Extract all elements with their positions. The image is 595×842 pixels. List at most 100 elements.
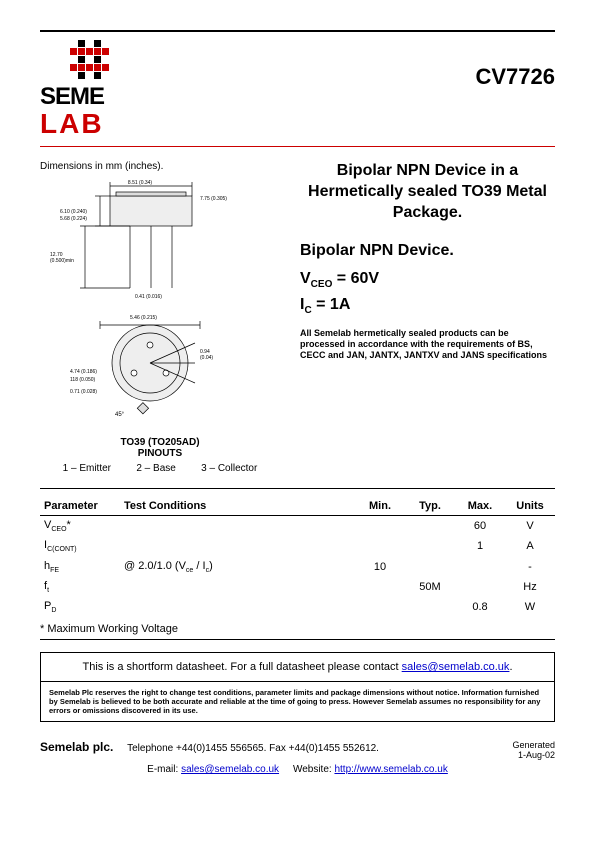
cell-param: PD [40,597,120,617]
dimensions-label: Dimensions in mm (inches). [40,161,280,172]
pinout-list: 1 – Emitter 2 – Base 3 – Collector [40,463,280,474]
ic-sub: C [304,305,311,316]
right-column: Bipolar NPN Device in a Hermetically sea… [300,161,555,474]
company-name: Semelab plc. [40,740,113,754]
shortform-notice: This is a shortform datasheet. For a ful… [40,652,555,681]
svg-text:5.46 (0.215): 5.46 (0.215) [130,315,157,321]
cell-cond [120,597,355,617]
footer-contact: E-mail: sales@semelab.co.uk Website: htt… [40,764,555,775]
table-row: ft 50M Hz [40,577,555,597]
compliance-note: All Semelab hermetically sealed products… [300,328,555,360]
package-diagram: 8.51 (0.34) 7.75 (0.305) 6.10 (0.240) 5.… [40,178,260,431]
cell-param: hFE [40,557,120,577]
header: SEME LAB CV7726 [40,40,555,136]
email-label: E-mail: [147,764,181,775]
svg-text:45°: 45° [115,412,125,418]
footer-website-link[interactable]: http://www.semelab.co.uk [334,764,447,775]
left-column: Dimensions in mm (inches). [40,161,280,474]
cell-min [355,516,405,537]
cell-units: - [505,557,555,577]
ic-line: IC = 1A [300,296,555,316]
cell-max [455,557,505,577]
svg-text:8.51 (0.34): 8.51 (0.34) [128,180,153,186]
svg-text:4.74 (0.186): 4.74 (0.186) [70,369,97,375]
cell-min [355,597,405,617]
col-max: Max. [455,497,505,516]
ic-val: = 1A [312,296,351,313]
vceo-sym: V [300,270,311,287]
table-header-row: Parameter Test Conditions Min. Typ. Max.… [40,497,555,516]
pin-2: 2 – Base [136,463,175,474]
shortform-text: This is a shortform datasheet. For a ful… [82,661,401,673]
cell-units: V [505,516,555,537]
pin-3: 3 – Collector [201,463,257,474]
svg-text:7.75 (0.305): 7.75 (0.305) [200,196,227,202]
col-min: Min. [355,497,405,516]
col-parameter: Parameter [40,497,120,516]
cell-cond [120,516,355,537]
cell-min: 10 [355,557,405,577]
cell-param: IC(CONT) [40,536,120,556]
cell-units: W [505,597,555,617]
pin-1: 1 – Emitter [63,463,111,474]
cell-cond [120,536,355,556]
part-number: CV7726 [475,64,555,90]
svg-text:5.68 (0.224): 5.68 (0.224) [60,216,87,222]
logo-text-seme: SEME [40,83,150,111]
cell-cond [120,577,355,597]
package-name: TO39 (TO205AD) [40,437,280,448]
cell-max: 1 [455,536,505,556]
cell-min [355,577,405,597]
vceo-val: = 60V [332,270,379,287]
cell-typ [405,536,455,556]
cell-max: 0.8 [455,597,505,617]
pinouts-label: PINOUTS [40,448,280,459]
table-footnote: * Maximum Working Voltage [40,623,555,635]
footer-email-link[interactable]: sales@semelab.co.uk [181,764,279,775]
cell-min [355,536,405,556]
svg-text:0.71 (0.028): 0.71 (0.028) [70,389,97,395]
col-conditions: Test Conditions [120,497,355,516]
vceo-line: VCEO = 60V [300,270,555,290]
generated-date: 1-Aug-02 [512,750,555,760]
cell-units: A [505,536,555,556]
cell-param: ft [40,577,120,597]
cell-units: Hz [505,577,555,597]
svg-text:118 (0.050): 118 (0.050) [70,377,96,383]
sub-title: Bipolar NPN Device. [300,242,555,260]
col-units: Units [505,497,555,516]
generated-label: Generated [512,740,555,750]
table-row: PD 0.8W [40,597,555,617]
parameter-table: Parameter Test Conditions Min. Typ. Max.… [40,488,555,640]
divider-red [40,146,555,147]
svg-text:(0.500)min: (0.500)min [50,258,74,264]
table-row: IC(CONT) 1A [40,536,555,556]
logo: SEME LAB [40,40,150,136]
svg-text:(0.04): (0.04) [200,355,213,361]
svg-text:0.41 (0.016): 0.41 (0.016) [135,294,162,300]
footer-generated: Generated 1-Aug-02 [512,740,555,760]
shortform-email-link[interactable]: sales@semelab.co.uk [402,661,510,673]
cell-typ [405,597,455,617]
pinouts-title: TO39 (TO205AD) PINOUTS [40,437,280,459]
body-row: Dimensions in mm (inches). [40,161,555,474]
cell-param: VCEO* [40,516,120,537]
footer-left: Semelab plc. Telephone +44(0)1455 556565… [40,740,379,754]
main-title: Bipolar NPN Device in a Hermetically sea… [300,161,555,223]
table-row: VCEO*60V [40,516,555,537]
top-rule [40,30,555,32]
footer: Semelab plc. Telephone +44(0)1455 556565… [40,740,555,760]
cell-cond: @ 2.0/1.0 (Vce / Ic) [120,557,355,577]
table-row: hFE@ 2.0/1.0 (Vce / Ic)10 - [40,557,555,577]
website-label: Website: [293,764,335,775]
col-typ: Typ. [405,497,455,516]
legal-notice: Semelab Plc reserves the right to change… [40,681,555,722]
cell-max [455,577,505,597]
cell-typ [405,516,455,537]
vceo-sub: CEO [311,279,333,290]
svg-text:6.10 (0.240): 6.10 (0.240) [60,209,87,215]
cell-typ [405,557,455,577]
logo-mark-icon [70,40,150,79]
footer-phone: Telephone +44(0)1455 556565. Fax +44(0)1… [127,743,379,754]
cell-typ: 50M [405,577,455,597]
